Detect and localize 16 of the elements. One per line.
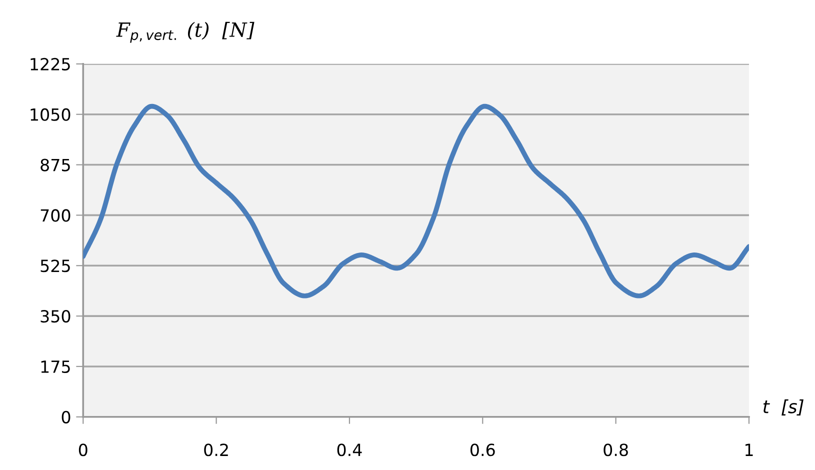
y-tick-label: 0 xyxy=(62,410,70,424)
x-tick-label: 0.4 xyxy=(337,444,362,456)
x-tick-label: 0.2 xyxy=(204,444,228,456)
x-tick-label: 1 xyxy=(746,444,753,456)
x-tick-label: 0 xyxy=(78,444,88,456)
y-axis-title: F$_{p,vert.}$ (t) [N] xyxy=(116,22,254,43)
y-tick-label: 1050 xyxy=(30,108,70,121)
y-tick-label: 875 xyxy=(40,158,70,172)
y-tick-label: 700 xyxy=(40,209,70,222)
y-tick-label: 175 xyxy=(41,360,70,374)
y-tick-label: 350 xyxy=(40,310,70,323)
x-tick-label: 0.6 xyxy=(470,444,495,456)
x-tick-label: 0.8 xyxy=(604,444,628,456)
y-tick-label: 1225 xyxy=(30,58,70,70)
x-axis-title: t [s] xyxy=(763,399,804,416)
y-tick-label: 525 xyxy=(40,260,70,272)
